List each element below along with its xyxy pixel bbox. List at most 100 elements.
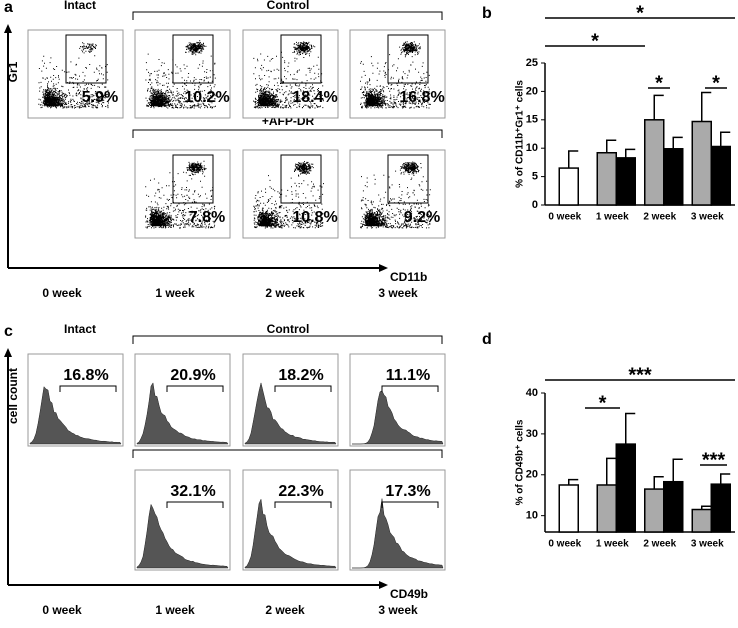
gate — [381, 501, 439, 508]
y-tick-label: 0 — [532, 199, 538, 211]
dots — [145, 40, 216, 109]
error-bar — [653, 94, 664, 120]
week-label: 0 week — [42, 603, 82, 617]
gate — [274, 501, 332, 508]
error-bar — [653, 476, 664, 490]
error-bar — [606, 139, 617, 153]
gate — [381, 385, 439, 392]
significance-mark: * — [636, 2, 644, 24]
axis-arrow — [7, 356, 380, 586]
histogram — [352, 498, 444, 569]
gate-percent: 18.4% — [292, 89, 337, 106]
error-bar — [672, 136, 683, 149]
bar — [596, 484, 617, 533]
error-bar — [672, 458, 683, 482]
bar — [615, 443, 636, 533]
x-tick-label: 0 week — [548, 539, 581, 550]
y-tick-label: 10 — [526, 142, 538, 154]
control-label: Control — [267, 0, 310, 12]
bracket — [132, 449, 443, 458]
histogram — [29, 386, 122, 445]
y-axis-label: cell count — [6, 368, 20, 424]
bar — [710, 483, 731, 533]
bar — [596, 151, 617, 206]
histogram — [244, 382, 337, 445]
dots — [253, 41, 324, 109]
error-bar — [720, 131, 731, 147]
histogram — [352, 390, 444, 445]
significance-mark: *** — [628, 364, 652, 386]
gate — [274, 385, 332, 392]
gate — [280, 154, 322, 204]
bar — [558, 484, 579, 533]
y-tick-label: 10 — [526, 510, 538, 522]
gate-percent: 32.1% — [170, 483, 215, 500]
dots — [38, 42, 109, 109]
y-tick-label: 5 — [532, 171, 538, 183]
gate-percent: 18.2% — [278, 367, 323, 384]
dots — [360, 161, 431, 229]
week-label: 0 week — [42, 286, 82, 300]
plot-frame — [134, 29, 231, 119]
y-axis-label: % of CD49b⁺ cells — [515, 419, 526, 505]
week-label: 2 week — [265, 286, 305, 300]
gate-percent: 7.8% — [189, 209, 225, 226]
bar — [663, 480, 684, 533]
gate — [59, 385, 117, 392]
x-axis-label: CD11b — [390, 270, 427, 284]
axis-arrow — [7, 32, 380, 269]
x-axis-label: CD49b — [390, 587, 428, 601]
y-axis-label: % of CD11b⁺Gr1⁺ cells — [515, 80, 526, 188]
y-tick-label: 20 — [526, 85, 538, 97]
gate — [387, 154, 429, 204]
significance-mark: * — [655, 72, 663, 94]
x-tick-label: 2 week — [643, 539, 676, 550]
gate — [387, 34, 429, 84]
significance-mark: * — [599, 392, 607, 414]
dots — [145, 160, 216, 229]
gate — [166, 501, 224, 508]
x-tick-label: 0 week — [548, 212, 581, 223]
histogram — [136, 503, 229, 569]
bar — [644, 488, 665, 533]
intact-label: Intact — [64, 0, 96, 12]
panel-label: d — [482, 331, 492, 348]
significance-mark: * — [712, 72, 720, 94]
x-tick-label: 3 week — [691, 212, 724, 223]
panel-label: b — [482, 5, 492, 22]
bar — [644, 119, 665, 206]
gate-percent: 9.2% — [404, 209, 440, 226]
gate-percent: 16.8% — [63, 367, 108, 384]
gate — [172, 154, 214, 204]
y-tick-label: 30 — [526, 428, 538, 440]
error-bar — [568, 478, 579, 485]
y-tick-label: 15 — [526, 114, 538, 126]
significance-mark: *** — [702, 449, 726, 471]
bar — [691, 120, 712, 206]
week-label: 2 week — [265, 603, 305, 617]
error-bar — [625, 412, 636, 445]
y-tick-label: 25 — [526, 57, 538, 69]
week-label: 1 week — [155, 286, 195, 300]
histogram — [244, 498, 337, 569]
gate-percent: 5.9% — [82, 89, 118, 106]
intact-label: Intact — [64, 322, 96, 336]
gate — [166, 385, 224, 392]
gate — [172, 34, 214, 84]
error-bar — [625, 148, 636, 158]
gate-percent: 10.2% — [184, 89, 229, 106]
error-bar — [568, 150, 579, 169]
x-tick-label: 1 week — [596, 212, 629, 223]
panel-label: c — [4, 323, 13, 340]
gate — [65, 34, 107, 84]
dots — [360, 41, 431, 109]
bar — [615, 157, 636, 206]
gate-percent: 22.3% — [278, 483, 323, 500]
gate — [280, 34, 322, 84]
x-tick-label: 3 week — [691, 539, 724, 550]
gate-percent: 10.8% — [292, 209, 337, 226]
error-bar — [701, 91, 712, 122]
week-label: 3 week — [378, 286, 418, 300]
gate-percent: 16.8% — [399, 89, 444, 106]
